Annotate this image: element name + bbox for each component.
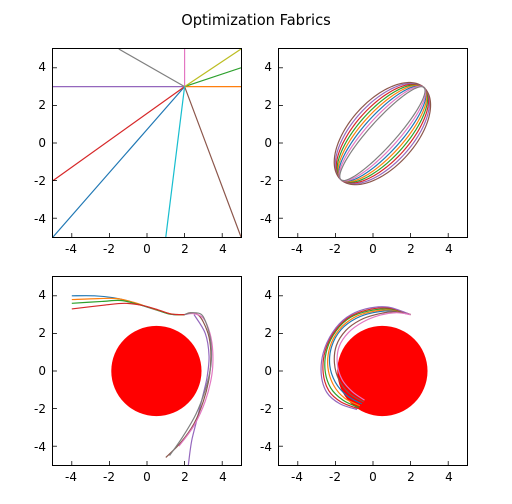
ytick-label: 0 — [264, 136, 272, 150]
xtick-label: 0 — [369, 470, 377, 484]
xtick-label: -2 — [103, 470, 115, 484]
xtick-label: 2 — [407, 470, 415, 484]
ytick-label: 4 — [264, 60, 272, 74]
ytick-label: -4 — [34, 440, 46, 454]
xtick-label: -2 — [329, 470, 341, 484]
xtick-label: -4 — [291, 470, 303, 484]
figure-title: Optimization Fabrics — [0, 12, 512, 29]
ytick-label: 2 — [38, 98, 46, 112]
plot-top-right — [279, 49, 467, 237]
xtick-label: 0 — [369, 242, 377, 256]
series-line — [166, 87, 185, 237]
xtick-label: 2 — [181, 242, 189, 256]
series-line — [119, 49, 185, 87]
ytick-label: 2 — [264, 326, 272, 340]
xtick-label: -4 — [65, 470, 77, 484]
ytick-label: 4 — [264, 288, 272, 302]
ytick-label: -2 — [260, 174, 272, 188]
plot-bottom-right — [279, 277, 467, 465]
xtick-label: -2 — [103, 242, 115, 256]
obstacle-circle — [111, 326, 201, 416]
ytick-label: 0 — [38, 364, 46, 378]
series-line — [185, 68, 241, 87]
xtick-label: 2 — [407, 242, 415, 256]
panel-bottom-left: -4-2024-4-2024 — [52, 276, 242, 466]
ytick-label: 0 — [264, 364, 272, 378]
xtick-label: 0 — [143, 470, 151, 484]
ytick-label: 4 — [38, 60, 46, 74]
ytick-label: -2 — [260, 402, 272, 416]
ytick-label: -4 — [34, 212, 46, 226]
plot-bottom-left — [53, 277, 241, 465]
ytick-label: 0 — [38, 136, 46, 150]
series-line — [337, 85, 428, 183]
series-line — [72, 303, 185, 314]
plot-top-left — [53, 49, 241, 237]
ytick-label: 2 — [264, 98, 272, 112]
ytick-label: 2 — [38, 326, 46, 340]
xtick-label: -4 — [291, 242, 303, 256]
ytick-label: 4 — [38, 288, 46, 302]
panel-top-left: -4-2024-4-2024 — [52, 48, 242, 238]
panel-bottom-right: -4-2024-4-2024 — [278, 276, 468, 466]
ytick-label: -2 — [34, 402, 46, 416]
series-line — [185, 49, 241, 87]
series-line — [336, 84, 428, 183]
xtick-label: 4 — [445, 470, 453, 484]
series-line — [53, 87, 185, 237]
obstacle-circle — [337, 326, 427, 416]
xtick-label: 0 — [143, 242, 151, 256]
ytick-label: -4 — [260, 440, 272, 454]
series-line — [335, 83, 429, 184]
panel-top-right: -4-2024-4-2024 — [278, 48, 468, 238]
xtick-label: -4 — [65, 242, 77, 256]
figure: Optimization Fabrics -4-2024-4-2024 -4-2… — [0, 0, 512, 504]
series-line — [53, 87, 185, 181]
xtick-label: -2 — [329, 242, 341, 256]
xtick-label: 4 — [445, 242, 453, 256]
xtick-label: 2 — [181, 470, 189, 484]
ytick-label: -2 — [34, 174, 46, 188]
xtick-label: 4 — [219, 242, 227, 256]
xtick-label: 4 — [219, 470, 227, 484]
series-line — [185, 87, 241, 237]
ytick-label: -4 — [260, 212, 272, 226]
